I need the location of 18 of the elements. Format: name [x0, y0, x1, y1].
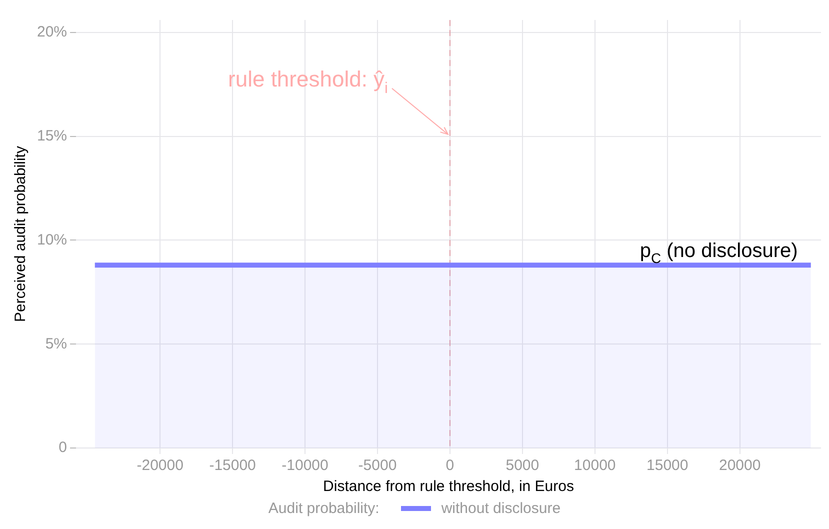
x-tick-label: -10000 — [282, 457, 328, 474]
x-tick-label: 15000 — [646, 457, 688, 474]
legend-label: without disclosure — [441, 500, 561, 517]
y-tick-label: 10% — [36, 231, 68, 248]
x-tick-label: 10000 — [574, 457, 616, 474]
y-tick-label: 20% — [36, 24, 68, 41]
legend-title: Audit probability: — [268, 500, 380, 517]
x-tick-label: -20000 — [136, 457, 184, 474]
y-tick-label: 15% — [36, 127, 68, 144]
x-tick-label: 5000 — [506, 457, 540, 474]
x-tick-label: 0 — [446, 457, 454, 474]
x-tick-label: -5000 — [358, 457, 397, 474]
x-axis-title: Distance from rule threshold, in Euros — [323, 478, 574, 496]
y-tick-label: 0 — [58, 439, 68, 456]
x-tick-label: -15000 — [209, 457, 256, 474]
y-axis-title: Perceived audit probability — [12, 146, 30, 322]
y-tick-label: 5% — [45, 335, 68, 352]
x-tick-label: 20000 — [718, 457, 761, 474]
